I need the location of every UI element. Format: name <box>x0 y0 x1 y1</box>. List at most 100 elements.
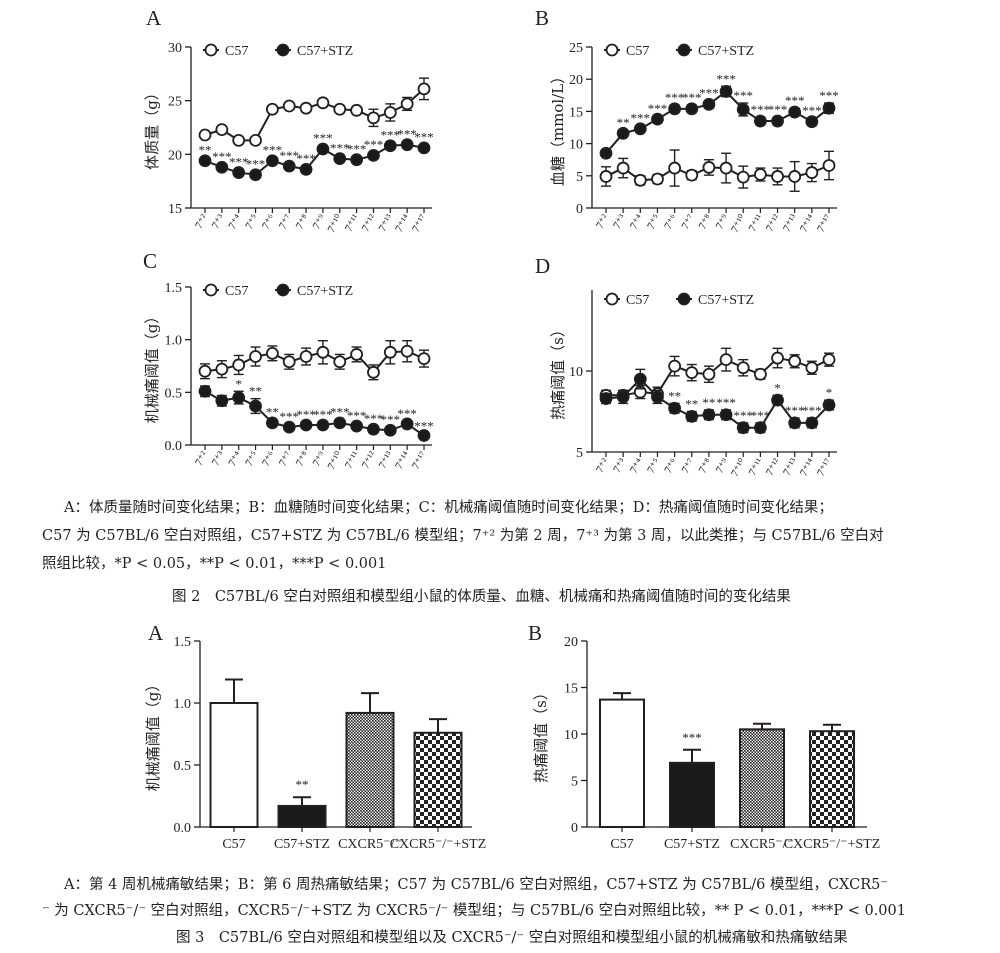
fig3-panel-a-bar <box>413 731 463 829</box>
fig2-panel-b-point-c57-stz <box>702 97 716 111</box>
fig2-panel-d-point-c57-stz <box>805 416 819 430</box>
fig2-panel-c-point-c57 <box>249 350 262 363</box>
fig2-panel-c-significance-label: *** <box>279 409 299 424</box>
fig3-panel-a-category-label: C57 <box>222 837 245 852</box>
fig2-panel-c-x-tick-label: 7⁺¹² <box>360 449 380 471</box>
fig2-panel-c-legend-marker <box>276 283 290 297</box>
fig3-panel-a-category-label: CXCR5⁻/⁻ <box>338 837 402 852</box>
fig2-panel-b-x-tick-label: 7⁺⁷ <box>679 212 697 231</box>
fig2-panel-b-legend-marker <box>605 43 619 57</box>
fig2-panel-c-point-c57-stz <box>265 416 279 430</box>
fig2-panel-a-point-c57-stz <box>316 142 330 156</box>
fig2-panel-c-point-c57 <box>367 365 380 379</box>
fig2-panel-a-point-c57-stz <box>249 168 262 182</box>
fig2-panel-a-point-c57 <box>333 102 347 116</box>
fig2-panel-b-panel-letter: B <box>535 6 549 30</box>
fig2-panel-a-significance-label: *** <box>296 151 316 166</box>
fig2-panel-d-x-tick-label: 7⁺¹³ <box>781 456 801 478</box>
fig2-panel-a-point-c57-stz <box>198 154 212 168</box>
fig2-panel-c-point-c57-stz <box>215 394 229 408</box>
fig2-panel-d-significance-label: *** <box>785 403 805 418</box>
fig2-panel-b-x-tick-label: 7⁺² <box>594 212 612 231</box>
fig2-panel-b-x-tick-label: 7⁺¹⁴ <box>798 212 818 234</box>
fig2-panel-a-point-c57 <box>232 133 246 147</box>
fig2-panel-a-significance-label: *** <box>414 130 434 145</box>
fig2-panel-a-point-c57-stz <box>417 141 431 155</box>
fig2-panel-c-point-c57 <box>417 352 431 366</box>
fig2-panel-b-x-tick-label: 7⁺¹² <box>764 212 784 234</box>
fig3-panel-b-bar <box>809 730 855 829</box>
fig2-panel-b-x-tick-label: 7⁺⁵ <box>645 212 663 231</box>
fig2-panel-b-point-c57 <box>633 173 647 187</box>
fig2-panel-b-significance-label: *** <box>733 88 753 103</box>
fig2-panel-a-point-c57 <box>350 103 364 117</box>
fig2-panel-b-legend-label: C57 <box>626 44 649 59</box>
fig2-title: 图 2 C57BL/6 空白对照组和模型组小鼠的体质量、血糖、机械痛和热痛阈值随… <box>172 589 791 605</box>
fig2-panel-b-x-tick-label: 7⁺³ <box>611 212 629 231</box>
fig2-panel-a-x-tick-label: 7⁺⁵ <box>243 212 261 231</box>
fig2-panel-d-point-c57 <box>805 361 819 375</box>
fig2-panel-b-point-c57-stz <box>719 85 733 98</box>
fig2-panel-a-significance-label: ** <box>199 143 212 158</box>
fig2-panel-c-point-c57-stz <box>350 419 364 433</box>
fig2-panel-b-significance-label: *** <box>648 101 668 116</box>
fig2-panel-c-point-c57 <box>316 345 330 359</box>
fig2-panel-c-significance-label: ** <box>266 405 279 420</box>
fig2-panel-c-point-c57 <box>232 358 246 372</box>
fig2-panel-b-point-c57 <box>616 161 630 175</box>
fig2-panel-d-point-c57-stz <box>719 408 733 422</box>
fig2-panel-b-y-tick-label: 5 <box>576 170 583 185</box>
fig2-panel-a-significance-label: *** <box>229 154 249 169</box>
fig2-panel-a-point-c57-stz <box>383 139 397 153</box>
fig2-panel-a-significance-label: *** <box>246 157 266 172</box>
fig2-panel-a-legend-label: C57 <box>225 44 248 59</box>
fig2-panel-d-significance-label: * <box>826 385 833 400</box>
fig2-panel-c-x-tick-label: 7⁺⁴ <box>226 449 244 468</box>
fig2-panel-a-point-c57 <box>282 99 296 113</box>
fig2-panel-d-point-c57-stz <box>685 409 699 423</box>
fig2-panel-c-significance-label: *** <box>381 412 401 427</box>
fig2-panel-d-panel-letter: D <box>535 254 550 278</box>
fig2-panel-a-point-c57 <box>367 111 380 125</box>
fig2-panel-c-x-tick-label: 7⁺¹³ <box>377 449 397 471</box>
fig2-panel-b-point-c57 <box>651 172 664 186</box>
fig2-panel-b-significance-label: *** <box>819 88 839 103</box>
fig2-panel-c-significance-label: * <box>235 376 242 391</box>
fig2-panel-a-x-tick-label: 7⁺⁷ <box>277 212 295 231</box>
fig2-panel-d-x-tick-label: 7⁺⁴ <box>628 456 646 475</box>
fig2-panel-b-point-c57 <box>685 168 699 182</box>
fig3-caption-line-2: ⁻ 为 CXCR5⁻/⁻ 空白对照组，CXCR5⁻/⁻+STZ 为 CXCR5⁻… <box>42 903 906 919</box>
fig3-caption-line-1: A：第 4 周机械痛敏结果；B：第 6 周热痛敏结果；C57 为 C57BL/6… <box>64 877 889 893</box>
fig2-panel-b-point-c57-stz <box>736 103 750 116</box>
fig2-panel-a-significance-label: *** <box>347 141 367 156</box>
fig2-panel-a-x-tick-label: 7⁺¹³ <box>377 212 397 234</box>
fig2-panel-b-significance-label: *** <box>665 90 685 105</box>
fig3-panel-b-significance-label: *** <box>682 730 702 745</box>
fig2-panel-d-x-tick-label: 7⁺⁸ <box>697 456 715 475</box>
fig2-caption-line-2: C57 为 C57BL/6 空白对照组，C57+STZ 为 C57BL/6 模型… <box>42 528 884 544</box>
fig2-panel-d-legend-label: C57 <box>626 293 649 308</box>
fig2-panel-d-legend-marker <box>677 292 691 306</box>
fig2-panel-b-significance-label: ** <box>617 115 630 130</box>
fig2-panel-b-point-c57-stz <box>685 102 699 116</box>
fig3-panel-a-y-tick-label: 1.5 <box>174 635 192 650</box>
fig2-panel-a-significance-label: *** <box>263 143 283 158</box>
fig2-panel-c-y-tick-label: 1.5 <box>165 281 183 296</box>
fig2-panel-a-x-tick-label: 7⁺⁴ <box>226 212 244 231</box>
fig2-panel-a-panel-letter: A <box>146 6 162 30</box>
fig2-panel-d-point-c57 <box>753 367 767 381</box>
fig2-panel-d-x-tick-label: 7⁺¹¹ <box>747 457 766 479</box>
fig2-panel-c-x-tick-label: 7⁺¹⁴ <box>393 449 413 471</box>
fig2-panel-d-x-tick-label: 7⁺⁷ <box>679 456 697 475</box>
fig2-panel-c-point-c57-stz <box>383 423 397 437</box>
fig3-panel-b-category-label: C57 <box>610 837 633 852</box>
fig2-panel-a-point-c57 <box>316 96 330 110</box>
fig2-panel-b-point-c57-stz <box>788 105 802 119</box>
fig2-panel-d-point-c57-stz <box>668 401 682 415</box>
fig2-panel-a-point-c57 <box>215 123 229 137</box>
fig2-panel-c-x-tick-label: 7⁺¹⁷ <box>410 449 430 471</box>
fig2-panel-d-x-tick-label: 7⁺¹⁴ <box>798 456 818 478</box>
fig2-panel-b-x-tick-label: 7⁺⁸ <box>697 212 715 231</box>
fig2-panel-b-point-c57-stz <box>822 101 836 115</box>
